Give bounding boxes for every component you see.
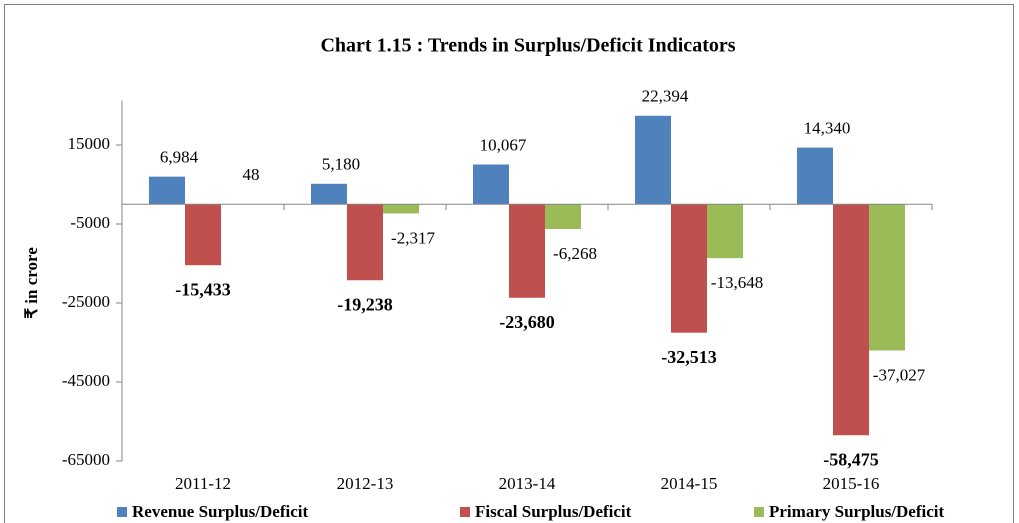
y-tick-label: 15000 xyxy=(68,134,111,153)
bar xyxy=(473,164,509,205)
bar xyxy=(833,204,869,436)
legend-swatch xyxy=(460,507,470,517)
y-axis-label: ₹ in crore xyxy=(22,247,41,319)
legend-swatch xyxy=(117,507,127,517)
bar xyxy=(311,183,347,205)
bar xyxy=(347,204,383,281)
bar xyxy=(383,204,419,214)
bar xyxy=(869,204,905,351)
data-label: -58,475 xyxy=(823,449,879,469)
bar xyxy=(707,204,743,259)
legend-label: Primary Surplus/Deficit xyxy=(769,502,945,521)
x-tick-label: 2012-13 xyxy=(337,474,394,493)
bar xyxy=(185,204,221,266)
bar xyxy=(671,204,707,333)
y-tick-label: -5000 xyxy=(70,213,110,232)
data-label: -6,268 xyxy=(553,244,597,263)
x-tick-label: 2011-12 xyxy=(175,474,231,493)
y-tick-label: -45000 xyxy=(62,371,110,390)
y-tick-label: -25000 xyxy=(62,292,110,311)
data-label: -32,513 xyxy=(661,347,717,367)
data-label: 14,340 xyxy=(804,119,851,138)
legend-label: Revenue Surplus/Deficit xyxy=(132,502,308,521)
data-label: -19,238 xyxy=(337,294,393,314)
bar xyxy=(545,204,581,230)
x-tick-label: 2015-16 xyxy=(823,474,880,493)
chart-title: Chart 1.15 : Trends in Surplus/Deficit I… xyxy=(320,35,735,57)
data-label: 6,984 xyxy=(160,148,199,167)
x-tick-label: 2014-15 xyxy=(661,474,718,493)
x-tick-label: 2013-14 xyxy=(499,474,556,493)
data-label: 22,394 xyxy=(642,87,689,106)
bar xyxy=(509,204,545,298)
bar xyxy=(635,115,671,205)
legend-swatch xyxy=(754,507,764,517)
bar xyxy=(149,176,185,205)
data-label: -13,648 xyxy=(711,273,763,292)
data-label: -2,317 xyxy=(391,228,435,247)
data-label: -15,433 xyxy=(175,279,231,299)
data-label: -23,680 xyxy=(499,312,555,332)
y-tick-label: -65000 xyxy=(62,450,110,469)
data-label: -37,027 xyxy=(873,365,926,384)
legend-label: Fiscal Surplus/Deficit xyxy=(475,502,632,521)
data-label: 48 xyxy=(243,165,260,184)
data-label: 5,180 xyxy=(322,155,360,174)
data-label: 10,067 xyxy=(480,135,527,154)
bar xyxy=(797,147,833,205)
